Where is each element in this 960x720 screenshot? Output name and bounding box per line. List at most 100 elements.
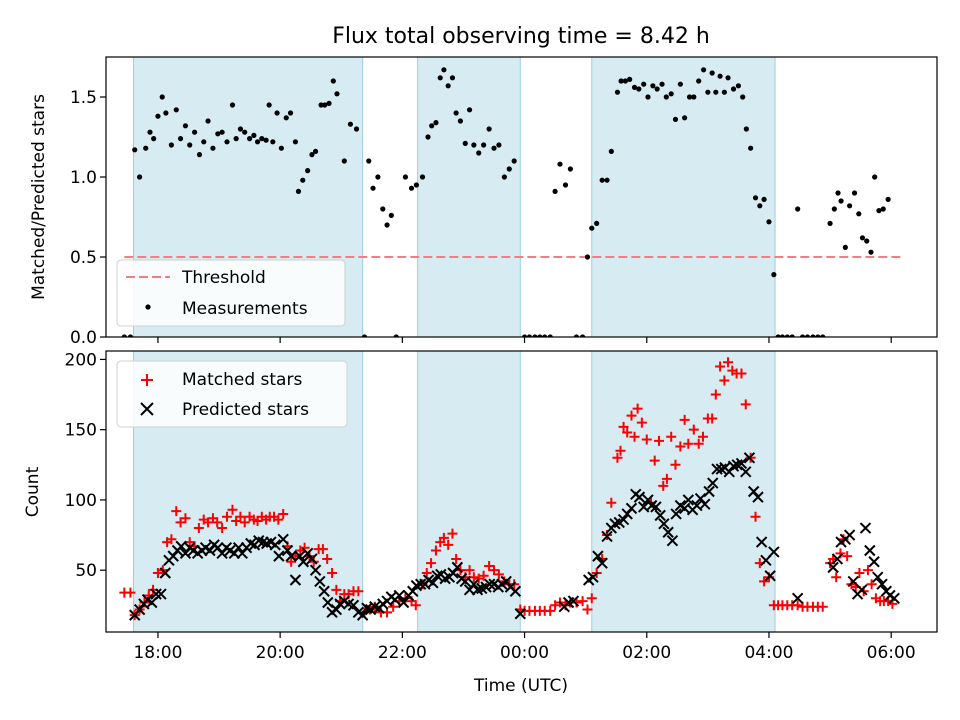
legend-box (116, 360, 348, 428)
matched-star-point (327, 567, 338, 578)
plot-area (121, 67, 904, 337)
measurement-point (210, 145, 216, 151)
y-tick-label: 1.5 (70, 88, 97, 108)
predicted-star-point (682, 494, 695, 506)
predicted-star-point (322, 596, 334, 609)
measurement-point (542, 334, 548, 337)
measurement-point (618, 78, 624, 84)
measurement-point (445, 83, 451, 89)
measurement-point (827, 220, 833, 226)
measurement-point (274, 110, 280, 116)
measurement-point (155, 113, 161, 119)
predicted-star-point (707, 477, 719, 489)
measurement-point (453, 110, 459, 116)
matched-star-point (212, 517, 223, 528)
legend-measurements-swatch (145, 304, 151, 310)
matched-star-point (577, 596, 588, 607)
y-tick-label: 100 (65, 491, 97, 511)
matched-star-point (792, 600, 803, 611)
matched-star-point (854, 567, 865, 578)
measurement-point (287, 110, 294, 116)
predicted-star-point (868, 556, 880, 568)
legend-box (116, 259, 346, 327)
measurement-point (748, 145, 754, 151)
matched-star-point (658, 480, 669, 491)
x-tick-label: 04:00 (744, 643, 793, 663)
measurement-point (810, 334, 816, 337)
predicted-star-point (650, 501, 662, 513)
series-measurements (121, 67, 891, 337)
measurement-point (380, 206, 386, 212)
measurement-point (219, 129, 225, 135)
matched-star-point (723, 357, 734, 368)
predicted-star-point (864, 544, 876, 557)
measurement-point (441, 67, 447, 73)
predicted-star-point (859, 522, 872, 534)
predicted-star-point (872, 571, 884, 583)
measurement-point (761, 196, 767, 202)
matched-star-point (464, 565, 475, 576)
measurement-point (868, 249, 874, 255)
matched-star-point (353, 586, 364, 597)
measurement-point (196, 152, 203, 158)
predicted-star-point (273, 550, 285, 562)
measurement-point (779, 334, 786, 337)
predicted-star-point (393, 589, 406, 602)
measurement-point (847, 203, 853, 209)
matched-star-point (331, 584, 342, 595)
measurement-point (326, 100, 332, 106)
measurement-point (429, 123, 435, 129)
predicted-star-point (743, 452, 756, 464)
matched-star-point (421, 567, 432, 578)
predicted-star-point (856, 584, 868, 596)
matched-star-point (666, 431, 677, 442)
matched-star-point (831, 572, 842, 583)
matched-star-point (736, 368, 747, 379)
x-tick-label: 00:00 (500, 643, 549, 663)
predicted-star-point (633, 491, 646, 503)
measurement-point (163, 110, 169, 116)
matched-star-point (636, 417, 647, 428)
matched-star-point (286, 556, 297, 567)
measurement-point (143, 145, 149, 151)
predicted-star-point (269, 539, 281, 551)
predicted-star-point (666, 534, 679, 547)
predicted-star-point (752, 491, 764, 503)
predicted-star-point (727, 460, 740, 472)
measurement-point (433, 120, 439, 126)
measurement-point (740, 94, 746, 100)
matched-star-point (618, 421, 629, 432)
measurement-point (872, 174, 878, 180)
measurement-point (481, 142, 487, 148)
measurement-point (721, 89, 727, 95)
measurement-point (650, 83, 656, 89)
measurement-point (486, 126, 492, 132)
predicted-star-point (567, 595, 580, 607)
measurement-point (614, 89, 621, 95)
predicted-star-point (699, 498, 711, 510)
predicted-star-point (592, 550, 604, 562)
measurement-point (147, 129, 153, 135)
matched-star-point (612, 452, 623, 463)
measurement-point (627, 76, 633, 82)
measurement-point (347, 121, 354, 127)
predicted-star-point (468, 578, 480, 590)
predicted-star-point (888, 592, 900, 604)
measurement-point (511, 158, 517, 164)
matched-star-point (426, 558, 437, 569)
measurement-point (876, 208, 882, 214)
measurement-point (682, 115, 688, 121)
legend-bottom: Matched stars Predicted stars (116, 360, 348, 428)
matched-star-point (217, 523, 228, 534)
matched-star-point (683, 438, 694, 449)
measurement-point (263, 137, 269, 143)
top-panel: 0.0 0.5 1.0 1.5 Threshold Measurements (70, 56, 938, 348)
panel-frame (105, 56, 938, 338)
legend-matched-swatch (141, 374, 153, 386)
measurement-point (224, 139, 230, 145)
predicted-star-point (876, 578, 888, 590)
matched-star-point (166, 534, 177, 545)
predicted-star-point (431, 570, 443, 582)
measurement-point (419, 174, 426, 180)
measurement-point (201, 139, 207, 145)
